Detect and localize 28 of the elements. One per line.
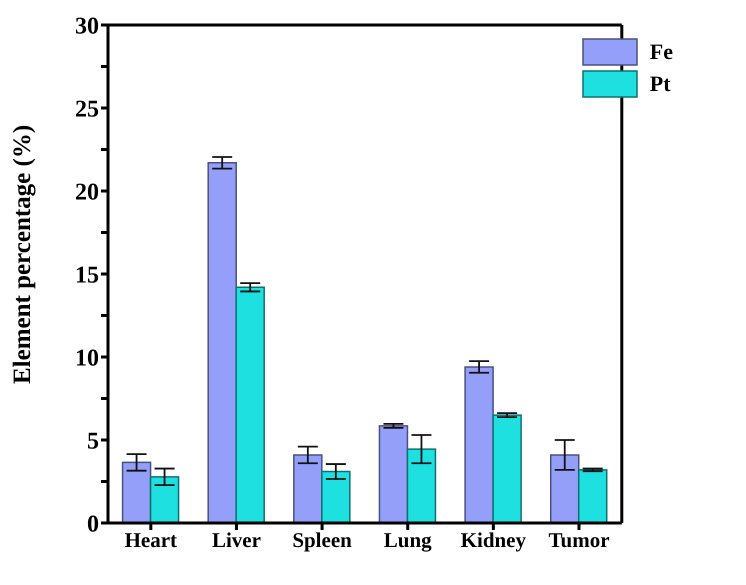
x-tick-label: Spleen [292,528,352,552]
bar [378,425,408,523]
bar [406,448,436,523]
legend-label: Pt [650,71,671,97]
y-tick-label: 20 [75,180,99,206]
bar [321,470,351,523]
bar [492,414,522,523]
x-tick-label: Tumor [548,528,610,552]
y-tick-label: 30 [75,14,99,40]
bar [293,454,323,523]
bar [550,454,580,523]
legend-label: Fe [650,39,673,65]
bar [578,469,608,523]
bar [122,462,152,523]
x-tick-label: Liver [212,528,261,552]
bar [207,162,237,523]
x-tick-label: Kidney [460,528,527,552]
y-tick-label: 5 [87,428,99,455]
x-tick-label: Lung [384,528,432,552]
bar [235,286,265,523]
y-tick-label: 25 [75,96,99,123]
y-tick-label: 0 [87,512,99,538]
x-tick-label: Heart [124,528,178,552]
bar [464,366,494,523]
y-axis-title: Element percentage (%) [8,124,36,384]
y-tick-label: 15 [75,262,99,289]
bar [150,476,180,523]
y-tick-label: 10 [75,346,99,372]
